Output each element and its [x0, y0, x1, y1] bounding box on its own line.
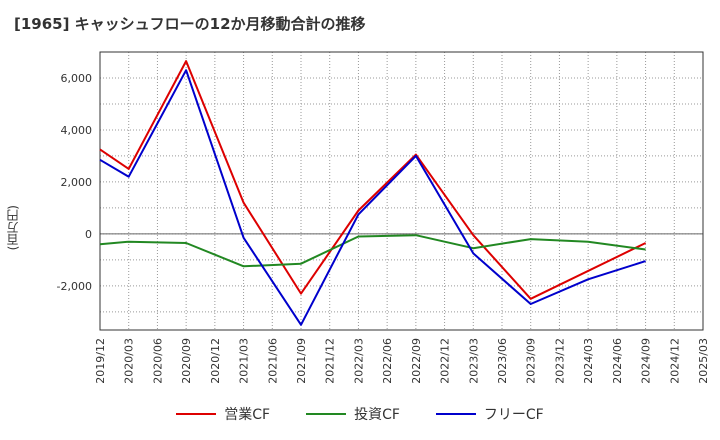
series-line-investing-cf [99, 234, 646, 268]
series-line-free-cf [99, 69, 646, 326]
x-tick-label: 2021/09 [295, 338, 308, 384]
plot-frame [99, 51, 704, 331]
x-tick-label: 2023/12 [553, 338, 566, 384]
y-tick-label: 2,000 [61, 176, 93, 189]
x-tick-label: 2024/12 [668, 338, 681, 384]
x-tick-label: 2020/06 [151, 338, 164, 384]
x-tick-label: 2023/06 [496, 338, 509, 384]
y-tick-label: -2,000 [57, 280, 92, 293]
legend-swatch-investing-cf [306, 413, 347, 415]
legend-item-operating-cf: 営業CF [176, 404, 270, 424]
x-tick-label: 2022/03 [352, 338, 365, 384]
legend-swatch-free-cf [435, 413, 476, 415]
x-tick-label: 2022/12 [439, 338, 452, 384]
y-tick-label: 6,000 [61, 72, 93, 85]
x-tick-label: 2024/06 [611, 338, 624, 384]
x-tick-label: 2021/12 [324, 338, 337, 384]
x-tick-label: 2021/06 [266, 338, 279, 384]
x-tick-label: 2020/12 [209, 338, 222, 384]
legend-swatch-operating-cf [176, 413, 217, 415]
legend-label-free-cf: フリーCF [483, 407, 544, 423]
legend-item-investing-cf: 投資CF [306, 404, 400, 424]
x-tick-label: 2022/06 [381, 338, 394, 384]
x-tick-label: 2024/03 [582, 338, 595, 384]
y-tick-label: 0 [85, 228, 92, 241]
chart-title: [1965] キャッシュフローの12か月移動合計の推移 [14, 15, 366, 33]
y-tick-label: 4,000 [61, 124, 93, 137]
legend-item-free-cf: フリーCF [435, 404, 544, 424]
x-tick-label: 2023/09 [525, 338, 538, 384]
x-tick-label: 2020/03 [123, 338, 136, 384]
x-tick-label: 2024/09 [640, 338, 653, 384]
x-tick-label: 2025/03 [697, 338, 710, 384]
x-tick-label: 2023/03 [467, 338, 480, 384]
x-tick-label: 2019/12 [94, 338, 107, 384]
x-tick-label: 2021/03 [238, 338, 251, 384]
chart-legend: 営業CF 投資CF フリーCF [0, 404, 720, 424]
x-tick-label: 2020/09 [180, 338, 193, 384]
legend-label-investing-cf: 投資CF [354, 407, 400, 423]
x-tick-label: 2022/09 [410, 338, 423, 384]
legend-label-operating-cf: 営業CF [224, 407, 271, 423]
series-line-operating-cf [99, 60, 647, 300]
